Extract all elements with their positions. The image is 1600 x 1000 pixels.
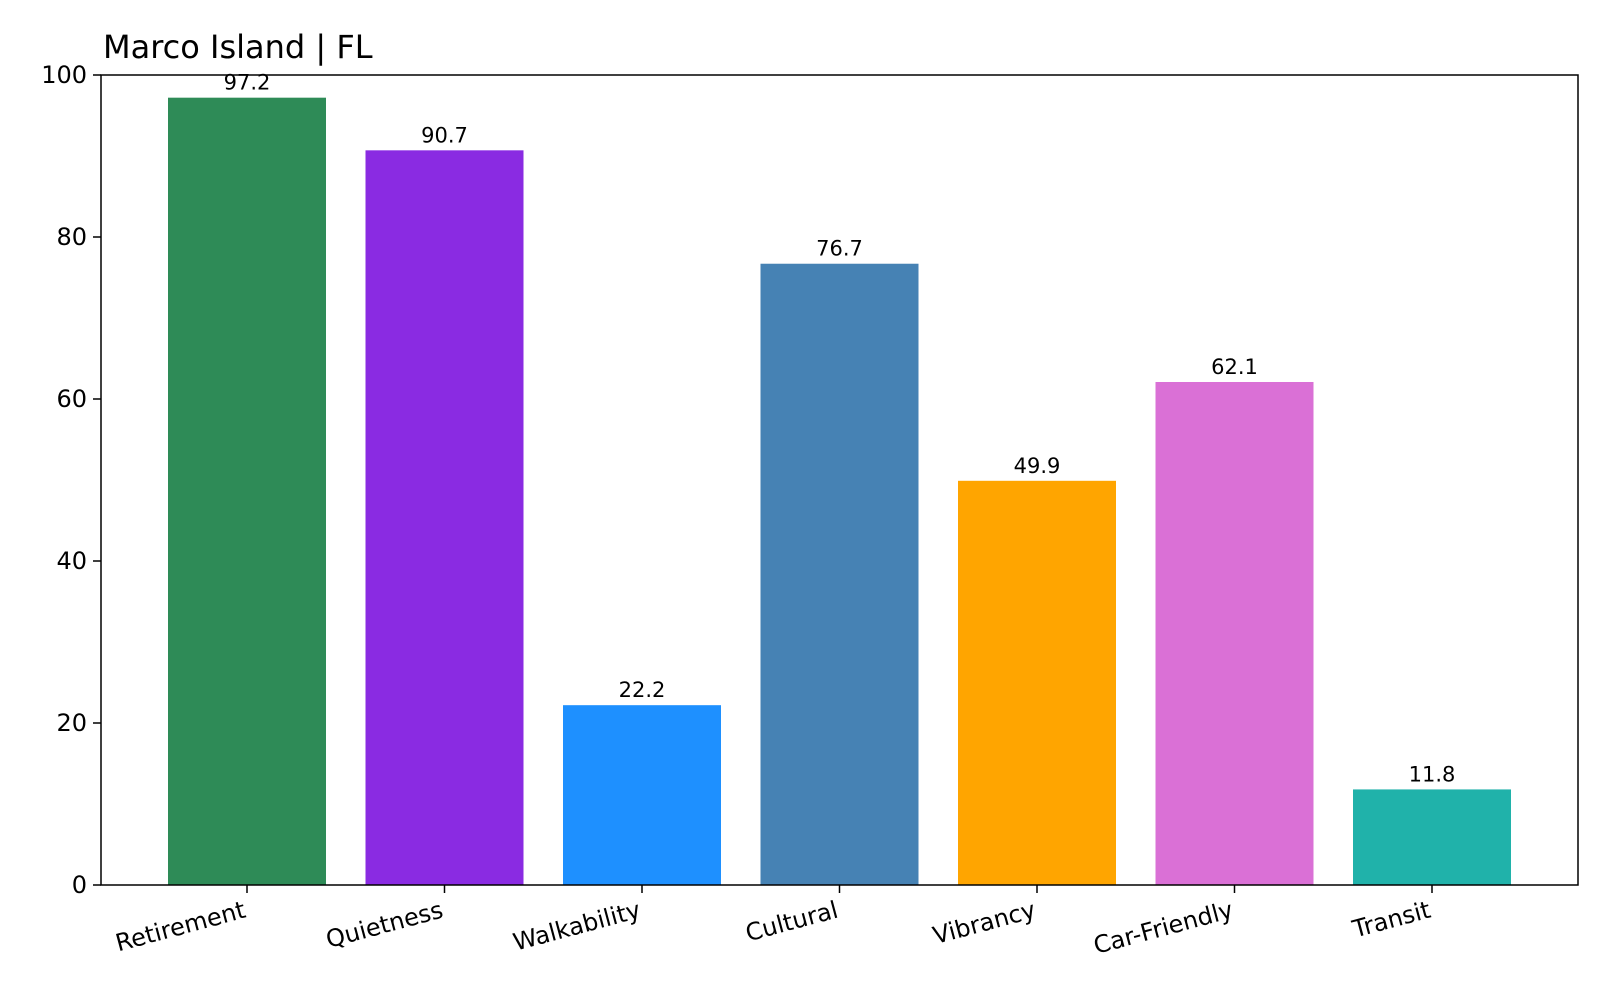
y-axis: 0 20 40 60 80 100	[41, 61, 101, 899]
x-tick-label: Transit	[1349, 896, 1434, 944]
value-label: 11.8	[1409, 762, 1456, 786]
x-tick-label: Car-Friendly	[1091, 896, 1237, 960]
bar-car-friendly	[1155, 381, 1314, 885]
y-tick-label: 20	[56, 709, 87, 737]
bar-cultural	[760, 263, 919, 886]
plot-frame	[100, 74, 1579, 886]
bar-quietness	[365, 150, 524, 885]
x-tick-label: Retirement	[113, 896, 249, 958]
x-tick-label: Cultural	[743, 896, 842, 948]
value-label: 90.7	[421, 123, 468, 147]
value-label: 62.1	[1211, 355, 1258, 379]
bars-layer	[168, 97, 1511, 886]
y-tick-label: 60	[56, 385, 87, 413]
value-label: 76.7	[816, 237, 863, 261]
x-axis: Retirement Quietness Walkability Cultural Vi…	[113, 885, 1434, 960]
bar-retirement	[168, 97, 326, 886]
bar-walkability	[563, 705, 721, 885]
x-tick-label: Walkability	[510, 896, 643, 957]
x-tick-label: Quietness	[323, 896, 446, 954]
value-label: 22.2	[619, 678, 666, 702]
bar-vibrancy	[958, 480, 1116, 885]
x-tick-label: Vibrancy	[930, 896, 1039, 950]
y-tick-label: 40	[56, 547, 87, 575]
bar-transit	[1353, 789, 1511, 885]
value-labels-layer: 97.290.722.276.749.962.111.8	[224, 71, 1456, 787]
chart-title: Marco Island | FL	[103, 28, 373, 66]
y-tick-label: 0	[72, 871, 87, 899]
y-tick-label: 80	[56, 223, 87, 251]
value-label: 49.9	[1014, 454, 1061, 478]
y-tick-label: 100	[41, 61, 87, 89]
